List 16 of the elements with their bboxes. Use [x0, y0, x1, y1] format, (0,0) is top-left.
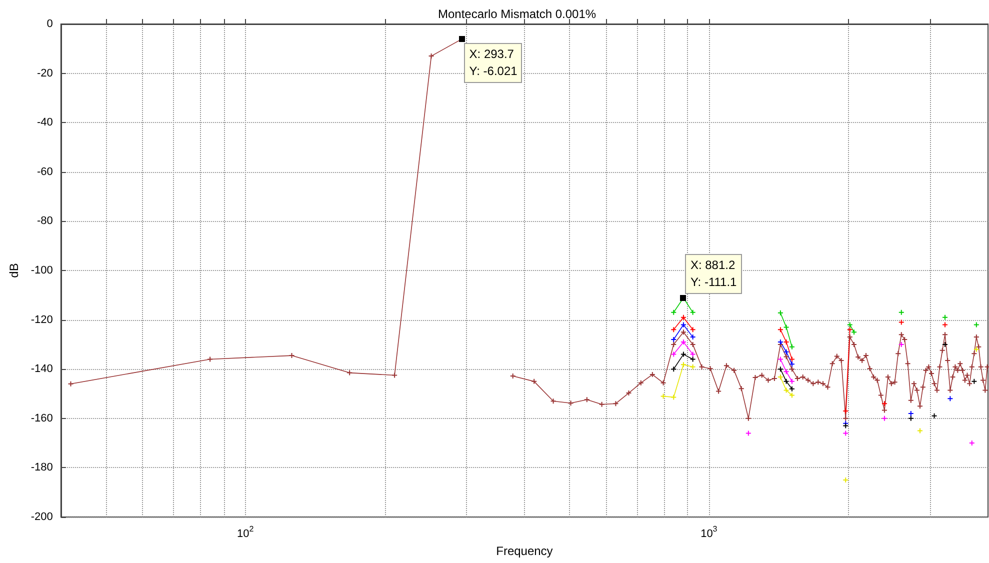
y-tick-label: 0	[46, 18, 53, 30]
y-tick-label: -60	[37, 166, 53, 178]
y-tick-label: -40	[37, 116, 53, 129]
y-tick-label: -200	[30, 511, 53, 523]
annotation: X: 881.2 Y: -111.1	[685, 254, 742, 294]
x-axis-title: Frequency	[496, 544, 553, 558]
chart-title: Montecarlo Mismatch 0.001%	[438, 7, 596, 21]
y-tick-label: -140	[30, 363, 53, 376]
y-tick-label: -180	[30, 462, 53, 474]
y-tick-label: -80	[37, 215, 53, 228]
y-tick-label: -160	[30, 412, 53, 424]
annotation: X: 293.7 Y: -6.021	[464, 42, 522, 83]
y-axis-title: dB	[7, 263, 21, 278]
y-tick-label: -20	[37, 67, 53, 80]
y-tick-label: -100	[30, 264, 53, 276]
y-tick-label: -120	[30, 314, 53, 326]
